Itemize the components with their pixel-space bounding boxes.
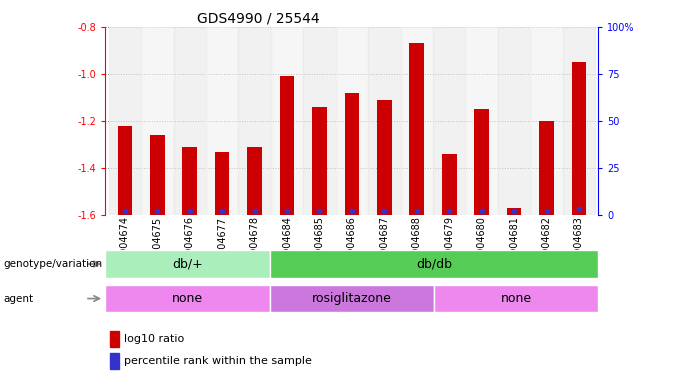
Bar bbox=[303, 27, 336, 215]
Text: db/db: db/db bbox=[416, 258, 452, 270]
Bar bbox=[215, 152, 229, 215]
Bar bbox=[270, 250, 598, 278]
Bar bbox=[248, 147, 262, 215]
Text: genotype/variation: genotype/variation bbox=[3, 259, 103, 269]
Text: db/+: db/+ bbox=[172, 258, 203, 270]
Bar bbox=[377, 100, 392, 215]
Bar bbox=[118, 126, 132, 215]
Text: none: none bbox=[500, 292, 532, 305]
Bar bbox=[401, 27, 433, 215]
Bar bbox=[110, 353, 119, 369]
Text: agent: agent bbox=[3, 293, 33, 304]
Bar bbox=[539, 121, 554, 215]
Bar bbox=[434, 285, 598, 313]
Bar bbox=[109, 27, 141, 215]
Bar bbox=[239, 27, 271, 215]
Bar bbox=[173, 27, 206, 215]
Bar bbox=[336, 27, 368, 215]
Bar bbox=[150, 135, 165, 215]
Bar bbox=[105, 285, 270, 313]
Bar bbox=[368, 27, 401, 215]
Bar bbox=[465, 27, 498, 215]
Bar bbox=[141, 27, 173, 215]
Bar bbox=[345, 93, 359, 215]
Bar bbox=[279, 76, 294, 215]
Bar bbox=[271, 27, 303, 215]
Bar bbox=[182, 147, 197, 215]
Bar bbox=[563, 27, 595, 215]
Bar bbox=[206, 27, 239, 215]
Bar bbox=[433, 27, 465, 215]
Bar bbox=[507, 208, 522, 215]
Bar bbox=[105, 250, 270, 278]
Bar bbox=[530, 27, 563, 215]
Bar bbox=[409, 43, 424, 215]
Bar bbox=[572, 62, 586, 215]
Bar bbox=[498, 27, 530, 215]
Text: rosiglitazone: rosiglitazone bbox=[312, 292, 392, 305]
Text: none: none bbox=[172, 292, 203, 305]
Bar bbox=[312, 107, 327, 215]
Bar bbox=[110, 331, 119, 347]
Bar bbox=[270, 285, 434, 313]
Text: log10 ratio: log10 ratio bbox=[124, 334, 184, 344]
Bar bbox=[475, 109, 489, 215]
Text: percentile rank within the sample: percentile rank within the sample bbox=[124, 356, 312, 366]
Bar bbox=[442, 154, 456, 215]
Text: GDS4990 / 25544: GDS4990 / 25544 bbox=[197, 12, 320, 25]
